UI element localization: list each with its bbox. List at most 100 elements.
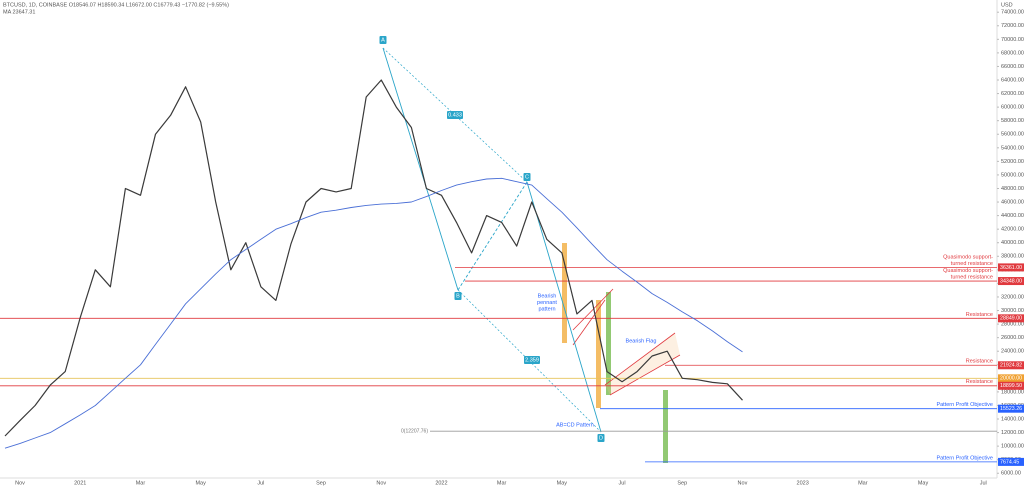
level-label: 18899.50 [1000, 383, 1022, 389]
pennant-line [572, 299, 606, 346]
pole [663, 390, 668, 463]
y-tick-label: 72000.00 [1001, 23, 1024, 29]
pole [606, 292, 611, 395]
flag-label: Bearish Flag [626, 338, 657, 344]
x-tick-label: Mar [497, 480, 507, 486]
abcd-ratio-line [382, 47, 528, 183]
level-label-box [998, 381, 1024, 390]
flag-line [604, 332, 676, 386]
x-tick-label: 2021 [74, 480, 86, 486]
level-label-box [998, 404, 1024, 413]
pole [596, 300, 601, 408]
level-label: 28849.00 [1000, 316, 1022, 322]
y-tick-label: 46000.00 [1001, 200, 1024, 206]
pattern-point-box [523, 173, 531, 181]
y-tick-label: 42000.00 [1001, 227, 1024, 233]
level-note: turned resistance [951, 261, 993, 267]
level-note: turned resistance [951, 275, 993, 281]
y-tick-label: 28000.00 [1001, 322, 1024, 328]
pennant-label: Bearish [538, 293, 557, 299]
abcd-leg [526, 181, 602, 433]
y-tick-label: 48000.00 [1001, 186, 1024, 192]
pennant-label: pattern [538, 306, 555, 312]
pattern-point-box [454, 292, 462, 300]
ma-line: MA 23647.31 [3, 9, 35, 15]
pattern-point: B [456, 293, 460, 299]
series-group [4, 79, 743, 449]
ratio-label: 0.433 [448, 112, 462, 118]
level-note: Resistance [966, 379, 993, 385]
level-note: Quasimodo support- [943, 254, 993, 260]
y-tick-label: 64000.00 [1001, 77, 1024, 83]
y-tick-label: 12000.00 [1001, 430, 1024, 436]
y-tick-label: 52000.00 [1001, 159, 1024, 165]
pattern-point-box [379, 36, 387, 44]
x-tick-label: Sep [316, 480, 326, 486]
pattern-point: A [381, 37, 385, 43]
ratio-label: 2.359 [525, 357, 539, 363]
x-tick-label: Mar [136, 480, 146, 486]
ratio-label-box [447, 111, 463, 119]
y-tick-label: 10000.00 [1001, 444, 1024, 450]
y-tick-label: 54000.00 [1001, 145, 1024, 151]
pennant-line [572, 288, 614, 331]
pole [562, 243, 567, 343]
x-tick-label: Nov [738, 480, 748, 486]
level-label: 0(12207.76) [401, 428, 428, 434]
flag-fill [605, 333, 680, 395]
x-tick-label: May [557, 480, 568, 486]
x-tick-label: Jul [980, 480, 987, 486]
level-note: Pattern Profit Objective [936, 455, 993, 461]
level-label: 7674.45 [1000, 459, 1019, 465]
y-tick-label: 58000.00 [1001, 118, 1024, 124]
y-tick-label: 18000.00 [1001, 389, 1024, 395]
x-tick-label: Nov [15, 480, 25, 486]
level-label: 34348.00 [1000, 278, 1022, 284]
y-tick-label: 60000.00 [1001, 105, 1024, 111]
ratio-label-box [524, 356, 540, 364]
level-note: Quasimodo support- [943, 268, 993, 274]
y-tick-label: 50000.00 [1001, 172, 1024, 178]
level-note: Resistance [966, 312, 993, 318]
abcd-leg [382, 47, 459, 291]
x-tick-label: Jul [619, 480, 626, 486]
y-tick-label: 44000.00 [1001, 213, 1024, 219]
y-tick-label: 62000.00 [1001, 91, 1024, 97]
x-tick-label: 2023 [797, 480, 809, 486]
y-tick-label: 32000.00 [1001, 294, 1024, 300]
level-label-box [998, 314, 1024, 323]
pattern-label: AB=CD Pattern [556, 422, 594, 428]
level-label: 15523.26 [1000, 406, 1022, 412]
axis-unit: USD [1001, 2, 1013, 8]
level-label: 21924.82 [1000, 363, 1022, 369]
x-tick-label: Jul [257, 480, 264, 486]
pennant-label: pennant [537, 300, 557, 306]
abcd-leg [457, 181, 528, 291]
y-tick-label: 56000.00 [1001, 132, 1024, 138]
symbol-line: BTCUSD, 1D, COINBASE O18546.07 H18590.34… [3, 2, 229, 8]
level-note: Resistance [966, 359, 993, 365]
y-tick-label: 68000.00 [1001, 50, 1024, 56]
level-note: Pattern Profit Objective [936, 402, 993, 408]
x-tick-label: May [195, 480, 206, 486]
x-tick-label: Nov [376, 480, 386, 486]
level-label: 20000.00 [1000, 376, 1022, 382]
pattern-point-box [597, 434, 605, 442]
pattern-point: D [599, 435, 603, 441]
y-tick-label: 40000.00 [1001, 240, 1024, 246]
level-label-box [998, 277, 1024, 286]
y-tick-label: 24000.00 [1001, 349, 1024, 355]
level-label: 36361.00 [1000, 265, 1022, 271]
y-tick-label: 26000.00 [1001, 335, 1024, 341]
pattern-point: C [525, 174, 529, 180]
pattern-drawings [382, 47, 681, 463]
y-tick-label: 70000.00 [1001, 37, 1024, 43]
flag-line [609, 354, 681, 396]
level-label-box [998, 263, 1024, 272]
x-tick-label: Mar [858, 480, 868, 486]
y-tick-label: 30000.00 [1001, 308, 1024, 314]
y-tick-label: 6000.00 [1001, 471, 1021, 477]
x-tick-label: May [918, 480, 929, 486]
